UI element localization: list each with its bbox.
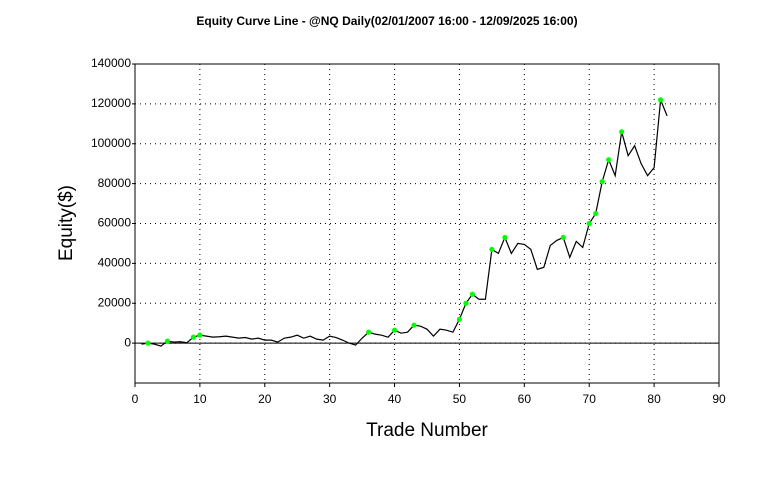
x-axis-label: Trade Number — [366, 420, 488, 441]
y-tick-label: 20000 — [98, 295, 132, 309]
y-tick-label: 80000 — [98, 176, 132, 190]
plot-frame — [134, 63, 720, 384]
y-tick-label: 60000 — [98, 216, 132, 230]
x-tick-label: 60 — [518, 392, 532, 406]
new-high-marker — [469, 291, 476, 297]
y-tick-label: 140000 — [91, 56, 131, 70]
new-high-marker — [658, 97, 664, 103]
new-high-marker — [593, 210, 599, 217]
y-tick-label: 120000 — [91, 96, 131, 110]
new-high-marker — [164, 338, 171, 344]
equity-line — [141, 99, 668, 347]
new-high-marker — [411, 322, 417, 328]
new-high-marker — [606, 157, 612, 163]
new-high-marker — [145, 340, 151, 346]
y-axis-label: Equity($) — [56, 185, 77, 261]
x-tick-label: 30 — [323, 392, 337, 406]
new-high-marker — [366, 329, 372, 335]
x-tick-label: 90 — [712, 392, 726, 406]
y-tick-label: 100000 — [91, 136, 131, 150]
x-tick-label: 10 — [193, 392, 207, 406]
x-tick-label: 80 — [647, 392, 661, 406]
new-high-marker — [197, 332, 203, 338]
x-tick-label: 70 — [583, 392, 597, 406]
new-high-marker — [586, 220, 592, 227]
new-high-marker — [456, 316, 463, 322]
new-high-marker — [489, 246, 495, 253]
x-tick-label: 50 — [453, 392, 467, 406]
new-high-marker — [560, 234, 566, 241]
x-tick-label: 20 — [258, 392, 272, 406]
y-tick-label: 40000 — [98, 256, 132, 270]
new-high-marker — [502, 234, 508, 241]
new-high-marker — [619, 129, 625, 135]
new-high-marker — [190, 334, 196, 340]
x-tick-label: 40 — [388, 392, 402, 406]
y-tick-label: 0 — [124, 335, 131, 349]
x-tick-label: 0 — [132, 392, 139, 406]
new-high-marker — [391, 327, 398, 333]
new-high-marker — [463, 300, 469, 306]
chart-title: Equity Curve Line - @NQ Daily(02/01/2007… — [196, 14, 577, 28]
new-high-marker — [599, 179, 605, 185]
